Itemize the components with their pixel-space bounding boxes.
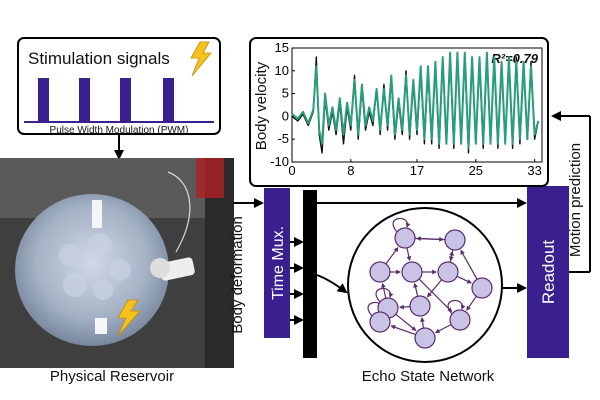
pwm-pulse	[163, 78, 174, 122]
x-tick-label: 8	[347, 163, 354, 178]
y-axis-label: Body velocity	[253, 61, 270, 150]
esn-node	[409, 295, 431, 317]
time-mux-label: Time Mux.	[270, 226, 287, 300]
y-tick-label: -5	[277, 131, 289, 146]
esn-edge	[418, 278, 453, 313]
esn-edge	[395, 313, 417, 332]
esn-edge	[381, 282, 387, 299]
esn-edge	[420, 316, 425, 329]
y-tick-label: 0	[282, 108, 289, 123]
stimulation-panel: Stimulation signals Pulse Width Modulati…	[17, 37, 221, 136]
x-tick-label: 17	[410, 163, 424, 178]
esn-edge	[466, 295, 477, 311]
lightning-bolt-icon	[117, 299, 141, 337]
esn-node	[394, 227, 416, 249]
esn-label: Echo State Network	[362, 368, 495, 385]
readout-label: Readout	[539, 240, 558, 305]
esn-node	[369, 261, 391, 283]
esn-node	[369, 311, 391, 333]
esn-node	[471, 277, 493, 299]
esn-node	[449, 309, 471, 331]
x-tick-label: 0	[288, 163, 295, 178]
esn-self-loop	[392, 218, 411, 233]
esn-edge	[399, 304, 411, 310]
physical-reservoir-photo	[0, 158, 234, 368]
input-bar	[303, 190, 317, 358]
esn-edge	[406, 247, 412, 262]
y-tick-label: -10	[270, 154, 289, 169]
body-deformation-label: Body deformation	[229, 216, 246, 334]
esn-self-loop	[375, 288, 394, 303]
prediction-velocity-line	[291, 51, 540, 150]
readout-block: Readout	[527, 186, 569, 358]
esn-edge	[449, 249, 454, 262]
esn-edge	[413, 282, 419, 297]
pwm-pulses	[38, 78, 174, 122]
arrow-to-esn	[316, 274, 348, 294]
pwm-label: Pulse Width Modulation (PWM)	[50, 125, 189, 136]
echo-state-network	[347, 207, 503, 363]
pwm-pulse	[38, 78, 49, 122]
esn-node	[437, 261, 459, 283]
esn-edge	[460, 249, 478, 280]
y-tick-label: 5	[282, 86, 289, 101]
motion-prediction-label: Motion prediction	[567, 143, 584, 257]
esn-edge	[385, 246, 399, 265]
esn-self-loop	[447, 300, 466, 315]
pwm-pulse	[120, 78, 131, 122]
esn-node	[414, 327, 436, 349]
esn-edge	[416, 236, 446, 242]
y-tick-label: 10	[275, 63, 289, 78]
time-mux-block: Time Mux.	[264, 188, 290, 338]
lightning-bolt-icon	[190, 41, 212, 77]
reservoir-label: Physical Reservoir	[50, 368, 174, 385]
esn-node	[401, 261, 423, 283]
x-tick-label: 33	[527, 163, 541, 178]
y-tick-label: 15	[275, 40, 289, 55]
stimulation-title: Stimulation signals	[28, 49, 170, 68]
x-tick-label: 25	[469, 163, 483, 178]
r-squared-annotation: R²=0.79	[491, 51, 538, 66]
esn-edge	[434, 324, 452, 334]
mux-output-arrows	[290, 237, 304, 325]
measured-velocity-line	[291, 51, 539, 154]
esn-edge	[390, 325, 416, 336]
velocity-chart: Body velocity R²=0.79 0 8 17 25 33 15 10 5 0 -5 -1…	[249, 37, 549, 187]
esn-edge	[426, 279, 443, 298]
esn-edge	[456, 275, 472, 284]
pwm-pulse	[79, 78, 90, 122]
esn-node	[444, 229, 466, 251]
